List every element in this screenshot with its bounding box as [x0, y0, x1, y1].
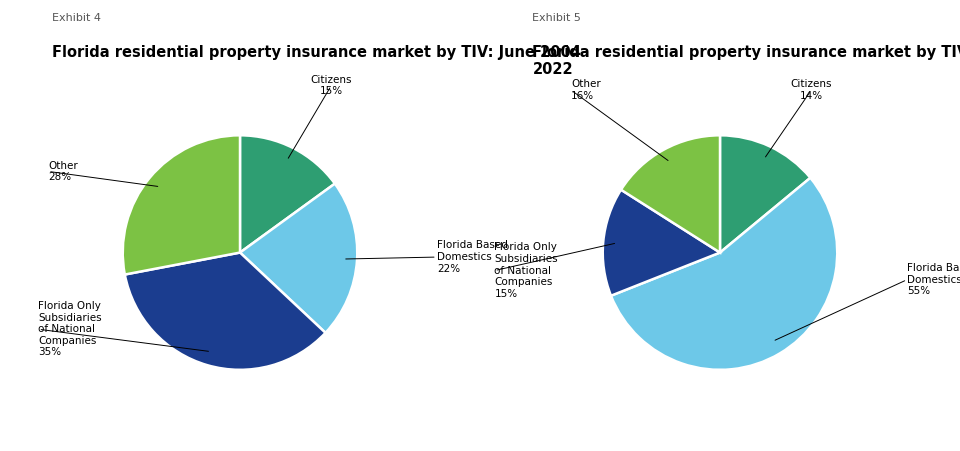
Text: Other
16%: Other 16% [571, 79, 601, 101]
Text: Florida Based
Domestics
55%: Florida Based Domestics 55% [907, 263, 960, 296]
Wedge shape [611, 178, 837, 370]
Text: Citizens
14%: Citizens 14% [790, 79, 832, 101]
Wedge shape [240, 135, 335, 253]
Text: Exhibit 4: Exhibit 4 [53, 13, 102, 23]
Wedge shape [240, 184, 357, 333]
Text: Florida Only
Subsidiaries
of National
Companies
35%: Florida Only Subsidiaries of National Co… [38, 301, 102, 358]
Wedge shape [123, 135, 240, 275]
Wedge shape [125, 253, 325, 370]
Wedge shape [720, 135, 810, 253]
Wedge shape [621, 135, 720, 253]
Text: Florida residential property insurance market by TIV: year-end
2022: Florida residential property insurance m… [533, 45, 960, 78]
Wedge shape [603, 190, 720, 296]
Text: Florida residential property insurance market by TIV: June 2004: Florida residential property insurance m… [53, 45, 581, 60]
Text: Citizens
15%: Citizens 15% [310, 75, 352, 97]
Text: Exhibit 5: Exhibit 5 [533, 13, 581, 23]
Text: Florida Only
Subsidiaries
of National
Companies
15%: Florida Only Subsidiaries of National Co… [494, 242, 558, 299]
Text: Florida Based
Domestics
22%: Florida Based Domestics 22% [437, 240, 508, 274]
Text: Other
28%: Other 28% [48, 161, 78, 182]
